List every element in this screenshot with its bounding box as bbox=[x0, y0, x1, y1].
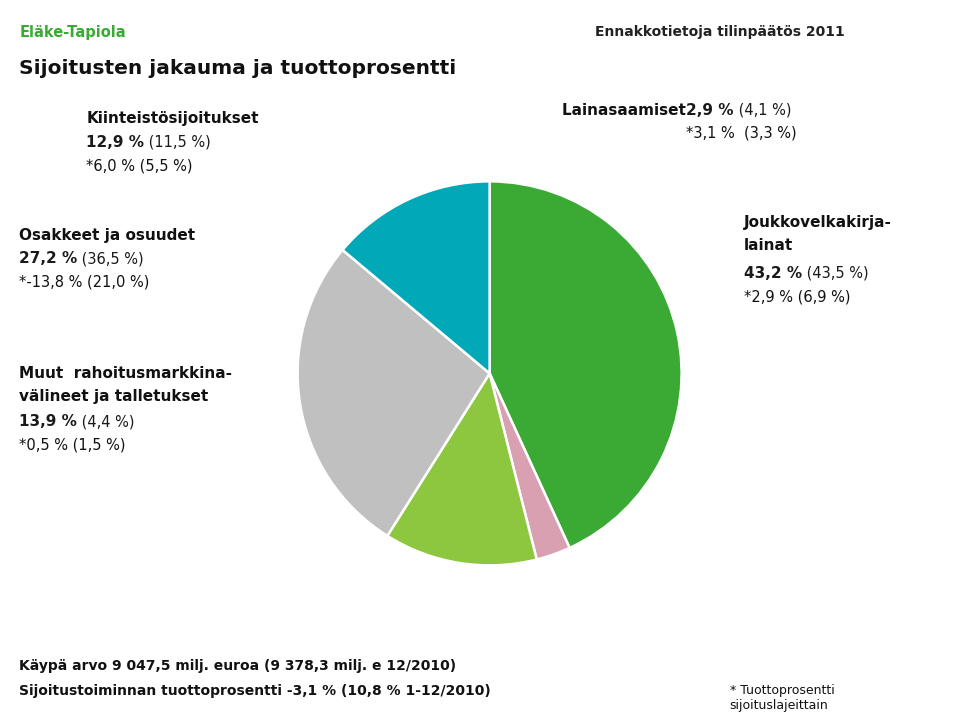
Text: *6,0 % (5,5 %): *6,0 % (5,5 %) bbox=[86, 159, 193, 174]
Text: Joukkovelkakirja-: Joukkovelkakirja- bbox=[744, 215, 892, 230]
Text: (36,5 %): (36,5 %) bbox=[78, 251, 144, 266]
Wedge shape bbox=[298, 250, 490, 536]
Text: *0,5 % (1,5 %): *0,5 % (1,5 %) bbox=[19, 438, 126, 453]
Text: Osakkeet ja osuudet: Osakkeet ja osuudet bbox=[19, 228, 195, 243]
Text: Lainasaamiset: Lainasaamiset bbox=[562, 103, 696, 118]
Text: Käypä arvo 9 047,5 milj. euroa (9 378,3 milj. e 12/2010): Käypä arvo 9 047,5 milj. euroa (9 378,3 … bbox=[19, 659, 456, 673]
Text: (4,4 %): (4,4 %) bbox=[77, 414, 134, 429]
Text: välineet ja talletukset: välineet ja talletukset bbox=[19, 389, 208, 404]
Wedge shape bbox=[490, 182, 682, 548]
Text: Muut  rahoitusmarkkina-: Muut rahoitusmarkkina- bbox=[19, 366, 232, 381]
Text: 2,9 %: 2,9 % bbox=[686, 103, 733, 118]
Text: 12,9 %: 12,9 % bbox=[86, 135, 144, 150]
Text: Eläke-Tapiola: Eläke-Tapiola bbox=[19, 25, 126, 39]
Text: Sijoitusten jakauma ja tuottoprosentti: Sijoitusten jakauma ja tuottoprosentti bbox=[19, 59, 456, 78]
Text: 43,2 %: 43,2 % bbox=[744, 266, 803, 281]
Text: *-13,8 % (21,0 %): *-13,8 % (21,0 %) bbox=[19, 275, 150, 290]
Text: 27,2 %: 27,2 % bbox=[19, 251, 78, 266]
Text: TAP·OLA: TAP·OLA bbox=[815, 33, 922, 53]
Text: Sijoitustoiminnan tuottoprosentti -3,1 % (10,8 % 1-12/2010): Sijoitustoiminnan tuottoprosentti -3,1 %… bbox=[19, 684, 491, 697]
Text: * Tuottoprosentti
sijoituslajeittain: * Tuottoprosentti sijoituslajeittain bbox=[730, 684, 834, 712]
Text: (43,5 %): (43,5 %) bbox=[803, 266, 869, 281]
Wedge shape bbox=[343, 182, 490, 373]
Text: (4,1 %): (4,1 %) bbox=[733, 103, 791, 118]
Text: *3,1 %  (3,3 %): *3,1 % (3,3 %) bbox=[686, 126, 797, 141]
Text: *2,9 % (6,9 %): *2,9 % (6,9 %) bbox=[744, 289, 851, 304]
Text: lainat: lainat bbox=[744, 238, 793, 253]
Text: 13,9 %: 13,9 % bbox=[19, 414, 77, 429]
Wedge shape bbox=[490, 373, 569, 559]
Wedge shape bbox=[387, 373, 537, 565]
Text: (11,5 %): (11,5 %) bbox=[144, 135, 211, 150]
Text: Kiinteistösijoitukset: Kiinteistösijoitukset bbox=[86, 111, 259, 126]
Text: Ennakkotietoja tilinpäätös 2011: Ennakkotietoja tilinpäätös 2011 bbox=[595, 25, 845, 39]
